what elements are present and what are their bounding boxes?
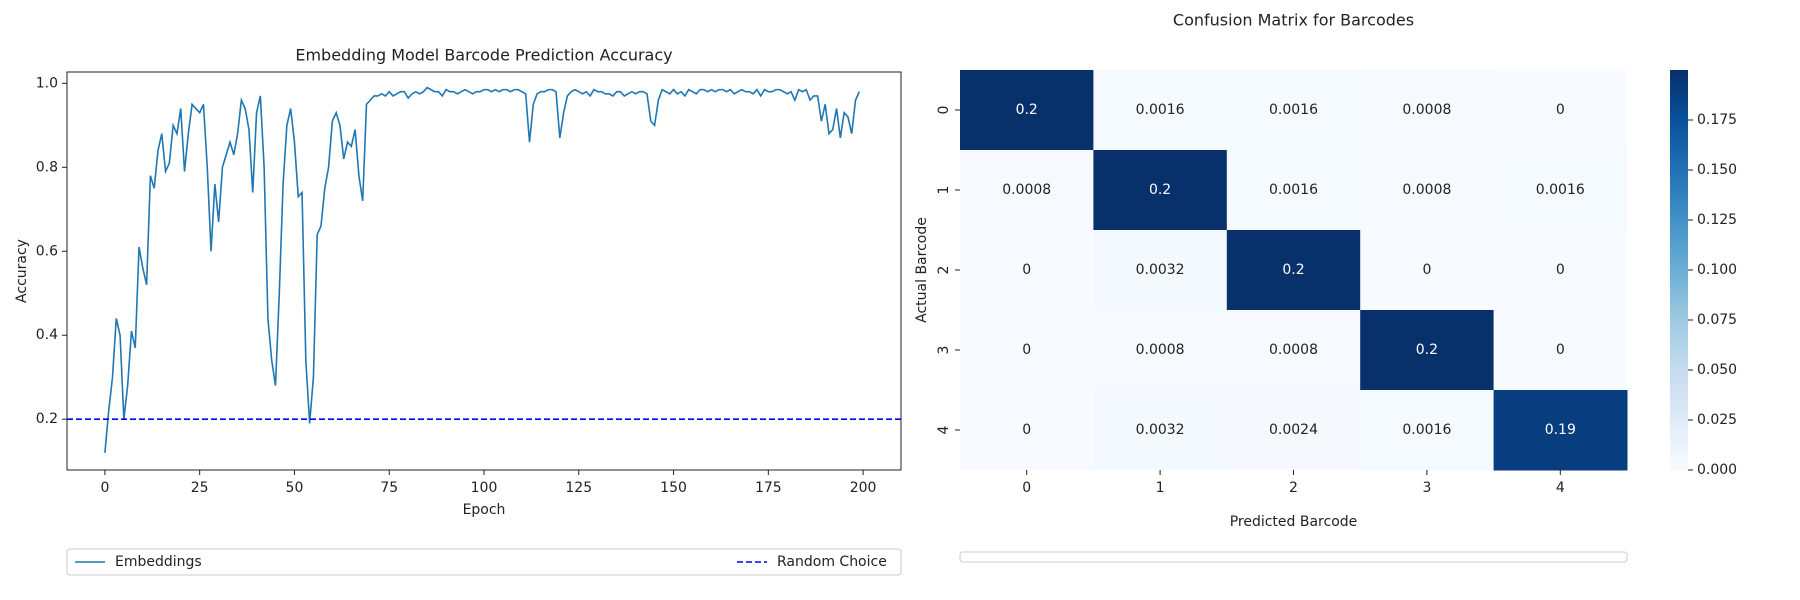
x-tick-label: 150 [660, 480, 687, 496]
y-axis-label: Actual Barcode [914, 217, 930, 323]
legend-box [66, 548, 902, 576]
heatmap-cell [1360, 150, 1495, 231]
heatmap-cell [1093, 390, 1228, 471]
x-tick-label: 75 [380, 480, 398, 496]
empty-legend [959, 551, 1628, 563]
cell-label: 0 [1556, 262, 1565, 278]
y-tick-label: 2 [936, 266, 952, 275]
cell-label: 0 [1022, 422, 1031, 438]
colorbar-tick-label: 0.175 [1697, 112, 1737, 128]
legend-label: Random Choice [777, 554, 887, 570]
x-tick-label: 0 [100, 480, 109, 496]
heatmap-cell [960, 310, 1094, 391]
heatmap-cell [1226, 230, 1361, 311]
cell-label: 0 [1022, 262, 1031, 278]
cell-label: 0.0008 [1402, 182, 1451, 198]
y-tick-label: 1.0 [36, 75, 58, 91]
heatmap-cell [1493, 390, 1628, 471]
x-tick-label: 4 [1556, 480, 1565, 496]
y-axis-label: Accuracy [14, 239, 30, 303]
cell-label: 0.0016 [1269, 182, 1318, 198]
cell-label: 0.2 [1149, 182, 1171, 198]
colorbar-tick-label: 0.100 [1697, 262, 1737, 278]
cell-label: 0.0016 [1269, 102, 1318, 118]
heatmap-cell [1093, 230, 1228, 311]
colorbar-tick-label: 0.125 [1697, 212, 1737, 228]
cell-label: 0.0016 [1402, 422, 1451, 438]
colorbar [1670, 70, 1688, 470]
x-tick-label: 200 [850, 480, 877, 496]
cell-label: 0.0024 [1269, 422, 1318, 438]
cell-label: 0 [1556, 342, 1565, 358]
cell-label: 0 [1422, 262, 1431, 278]
heatmap-cell [1093, 70, 1228, 151]
x-axis-label: Epoch [463, 502, 506, 518]
frame [66, 71, 902, 471]
chart-title: Confusion Matrix for Barcodes [1173, 11, 1414, 30]
heatmap-cell [1226, 150, 1361, 231]
heatmap-cell [1493, 310, 1628, 391]
colorbar-tick-label: 0.050 [1697, 362, 1737, 378]
heatmap-cell [1093, 310, 1228, 391]
cell-label: 0.19 [1545, 422, 1576, 438]
cell-label: 0.0032 [1136, 422, 1185, 438]
x-tick-label: 2 [1289, 480, 1298, 496]
heatmap-cell [1226, 310, 1361, 391]
x-tick-label: 50 [286, 480, 304, 496]
heatmap-cell [960, 230, 1094, 311]
x-tick-label: 0 [1022, 480, 1031, 496]
legend-label: Embeddings [115, 554, 202, 570]
y-tick-label: 4 [936, 425, 952, 434]
data-line [104, 86, 861, 453]
heatmap-cell [1360, 390, 1495, 471]
heatmap-cell [960, 390, 1094, 471]
colorbar-tick-label: 0.075 [1697, 312, 1737, 328]
heatmap-cell [1226, 70, 1361, 151]
heatmap-cell [1493, 70, 1628, 151]
x-tick-label: 175 [755, 480, 782, 496]
heatmap-cell [1493, 230, 1628, 311]
heatmap-cell [1226, 390, 1361, 471]
cell-label: 0 [1022, 342, 1031, 358]
cell-label: 0.0016 [1536, 182, 1585, 198]
heatmap-cell [1360, 70, 1495, 151]
cell-label: 0.0008 [1269, 342, 1318, 358]
colorbar-tick-label: 0.150 [1697, 162, 1737, 178]
colorbar-tick-label: 0.000 [1697, 462, 1737, 478]
heatmap-cell [1360, 310, 1495, 391]
x-tick-label: 25 [191, 480, 209, 496]
colorbar-tick-label: 0.025 [1697, 412, 1737, 428]
heatmap-cell [1360, 230, 1495, 311]
x-axis-label: Predicted Barcode [1230, 514, 1358, 530]
x-tick-label: 125 [565, 480, 592, 496]
cell-label: 0.2 [1016, 102, 1038, 118]
chart-title: Embedding Model Barcode Prediction Accur… [295, 46, 672, 65]
cell-label: 0.0008 [1002, 182, 1051, 198]
cell-label: 0.0008 [1402, 102, 1451, 118]
heatmap-cell [960, 150, 1094, 231]
y-tick-label: 0.6 [36, 243, 58, 259]
cell-label: 0.0016 [1136, 102, 1185, 118]
x-tick-label: 1 [1156, 480, 1165, 496]
y-tick-label: 3 [936, 346, 952, 355]
heatmap-cell [1493, 150, 1628, 231]
heatmap-cell [1093, 150, 1228, 231]
y-tick-label: 1 [936, 186, 952, 195]
cell-label: 0.2 [1282, 262, 1304, 278]
y-tick-label: 0 [936, 106, 952, 115]
cell-label: 0.0032 [1136, 262, 1185, 278]
cell-label: 0.2 [1416, 342, 1438, 358]
cell-label: 0.0008 [1136, 342, 1185, 358]
x-tick-label: 100 [471, 480, 498, 496]
y-tick-label: 0.2 [36, 411, 58, 427]
cell-label: 0 [1556, 102, 1565, 118]
y-tick-label: 0.4 [36, 327, 58, 343]
y-tick-label: 0.8 [36, 159, 58, 175]
heatmap-cell [960, 70, 1094, 151]
x-tick-label: 3 [1422, 480, 1431, 496]
